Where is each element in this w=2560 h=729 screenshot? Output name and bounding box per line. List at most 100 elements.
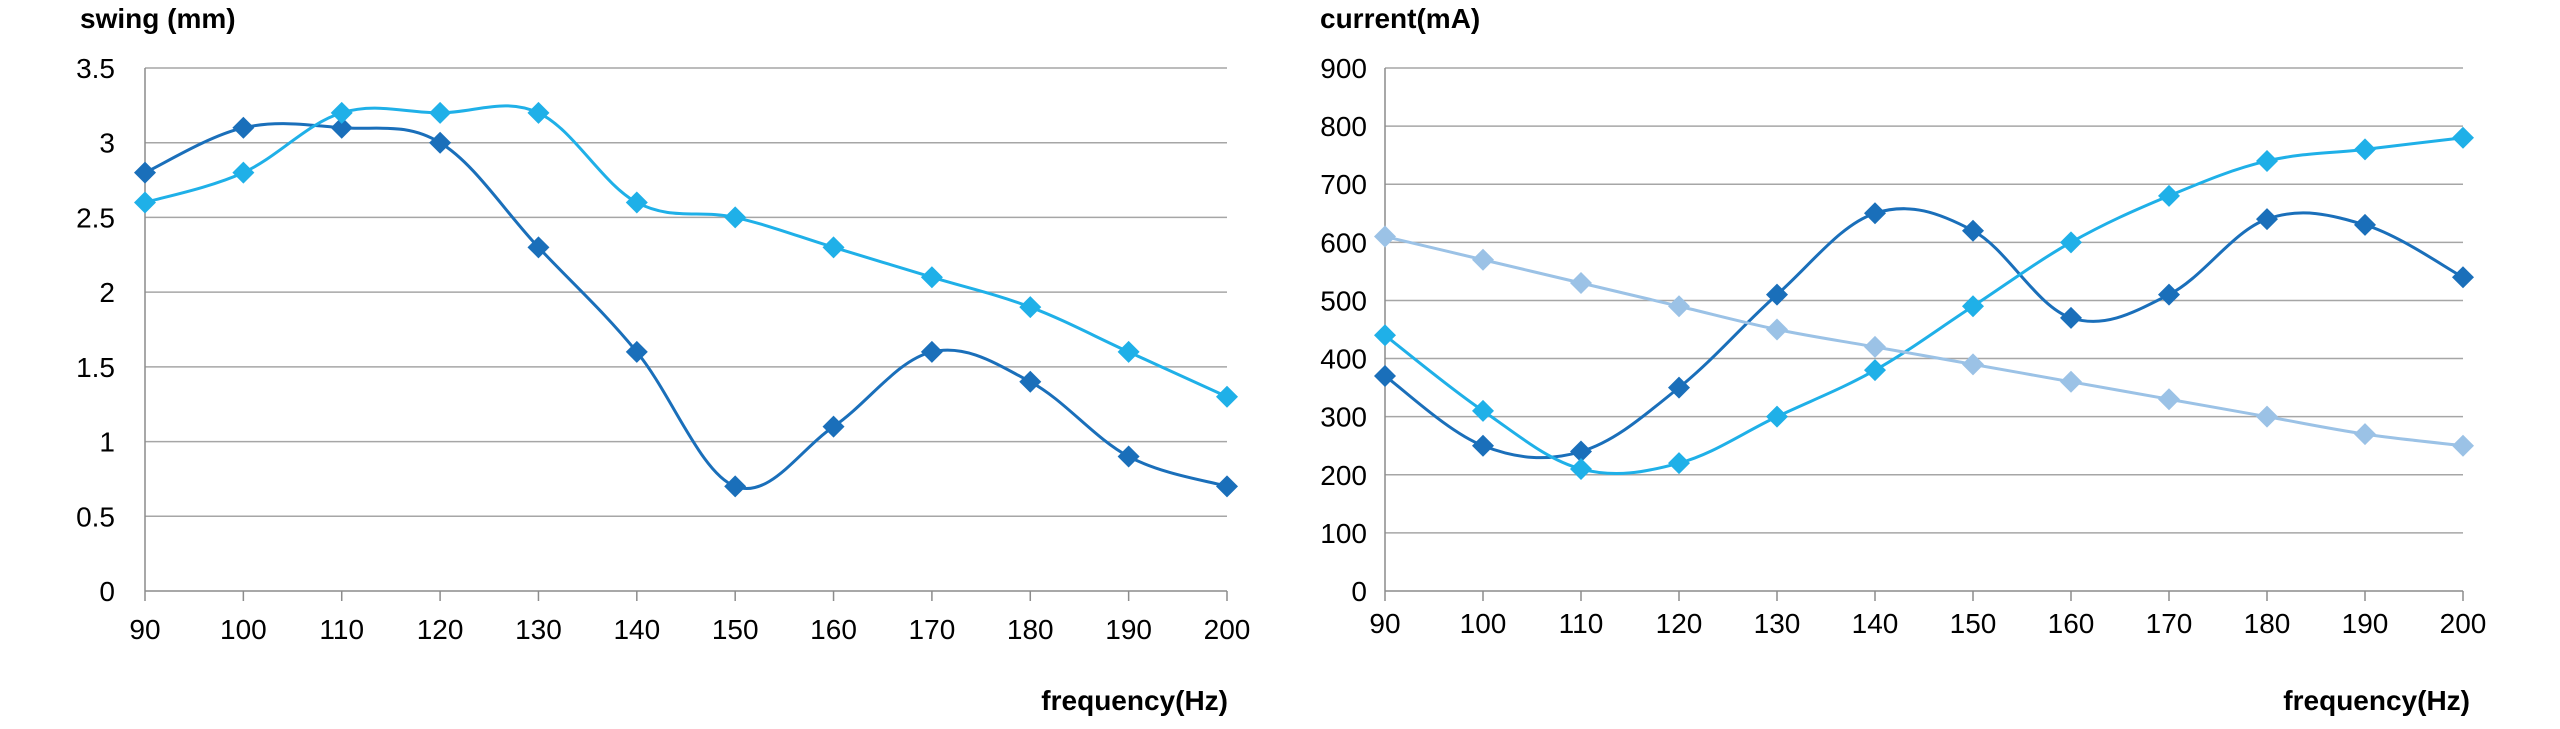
series-1-point: [232, 116, 255, 139]
series-2-point: [1766, 405, 1788, 428]
series-1-point: [2452, 266, 2474, 289]
series-3-line: [1384, 235, 2464, 448]
swing-chart-svg: 0 0.5 1 1.5 2 2.5 3 3.5 90 100 110 120 130 140 150 160 1…: [76, 3, 1251, 716]
series-3-point: [1472, 248, 1494, 271]
x-tick-label: 90: [129, 614, 160, 645]
x-tick-label: 150: [1950, 608, 1997, 639]
series-3-point: [1962, 353, 1984, 376]
x-tick-label: 110: [319, 614, 364, 645]
series-2-point: [920, 266, 943, 289]
series-1-point: [1962, 219, 1984, 242]
y-tick-label: 800: [1320, 111, 1367, 142]
series-3-point: [2354, 423, 2376, 446]
series-1-point: [2060, 306, 2082, 329]
series-2-point: [1668, 452, 1690, 475]
y-tick-label: 0: [1351, 576, 1367, 607]
x-tick-label: 200: [1204, 614, 1251, 645]
series-2-point: [1864, 359, 1886, 382]
x-tick-label: 100: [1460, 608, 1507, 639]
x-tick-label: 110: [1559, 608, 1604, 639]
y-tick-label: 3: [99, 128, 115, 159]
x-tick-label: 90: [1369, 608, 1400, 639]
series-1-point: [625, 340, 648, 363]
series-2-point: [1374, 324, 1396, 347]
series-2-point: [822, 236, 845, 259]
series-2-point: [1472, 399, 1494, 422]
series-1-point: [1668, 376, 1690, 399]
y-tick-label: 200: [1320, 460, 1367, 491]
series-2-point: [1216, 385, 1238, 408]
x-tick-label: 150: [712, 614, 759, 645]
current-chart-svg: 0 100 200 300 400 500 600 700 800 900 90 100 110 120 1…: [1320, 3, 2486, 716]
series-3-point: [1570, 272, 1592, 295]
series-1-point: [1766, 283, 1788, 306]
series-1-line: [1384, 207, 2464, 460]
y-tick-label: 400: [1320, 344, 1367, 375]
x-tick-label: 130: [515, 614, 562, 645]
series-1-point: [2354, 213, 2376, 236]
series-1-point: [1374, 364, 1396, 387]
y-tick-label: 100: [1320, 518, 1367, 549]
series-2-point: [527, 101, 550, 124]
x-tick-label: 100: [220, 614, 267, 645]
y-tick-label: 0: [99, 576, 115, 607]
current-chart: 0 100 200 300 400 500 600 700 800 900 90 100 110 120 1…: [1270, 0, 2560, 729]
series-1-point: [1117, 445, 1140, 468]
swing-chart: 0 0.5 1 1.5 2 2.5 3 3.5 90 100 110 120 130 140 150 160 1…: [0, 0, 1270, 729]
series-1-point: [1864, 202, 1886, 225]
series-2-line: [144, 104, 1228, 399]
series-3-point: [1668, 295, 1690, 318]
series-1-point: [2158, 283, 2180, 306]
series-2-point: [2060, 231, 2082, 254]
series-1-point: [429, 131, 452, 154]
x-tick-label: 190: [1105, 614, 1152, 645]
x-tick-label: 120: [417, 614, 464, 645]
x-tick-label: 120: [1656, 608, 1703, 639]
series-2-point: [2256, 149, 2278, 172]
x-axis-title: frequency(Hz): [1041, 685, 1228, 716]
y-tick-label: 0.5: [76, 501, 115, 532]
series-2-point: [330, 101, 353, 124]
x-tick-label: 160: [2048, 608, 2095, 639]
y-tick-label: 900: [1320, 53, 1367, 84]
y-tick-label: 500: [1320, 285, 1367, 316]
x-tick-label: 130: [1754, 608, 1801, 639]
series-3-point: [2158, 388, 2180, 411]
y-tick-label: 1: [99, 427, 115, 458]
series-2-point: [2452, 126, 2474, 149]
series-2-point: [1962, 295, 1984, 318]
series-1-point: [134, 161, 156, 184]
series-3-point: [1374, 225, 1396, 248]
series-3-point: [2256, 405, 2278, 428]
x-tick-label: 190: [2342, 608, 2389, 639]
series-1-point: [527, 236, 550, 259]
x-axis-title: frequency(Hz): [2283, 685, 2470, 716]
series-1-point: [1472, 434, 1494, 457]
x-tick-label: 140: [613, 614, 660, 645]
x-tick-label: 180: [1007, 614, 1054, 645]
x-tick-label: 170: [2146, 608, 2193, 639]
series-3-point: [1864, 335, 1886, 358]
x-tick-label: 160: [810, 614, 857, 645]
series-1-point: [2256, 208, 2278, 231]
series-2-point: [1117, 340, 1140, 363]
series-1-point: [920, 340, 943, 363]
series-1-point: [1570, 440, 1592, 463]
series-2-point: [134, 191, 156, 214]
series-3-point: [2060, 370, 2082, 393]
y-tick-label: 1.5: [76, 352, 115, 383]
series-1-line: [144, 122, 1228, 490]
series-2-point: [2158, 184, 2180, 207]
series-1-point: [1019, 370, 1042, 393]
y-tick-label: 700: [1320, 169, 1367, 200]
series-2-point: [1570, 457, 1592, 480]
series-3-point: [1766, 318, 1788, 341]
series-2-point: [2354, 138, 2376, 161]
y-axis-title: current(mA): [1320, 3, 1480, 34]
series-2-point: [625, 191, 648, 214]
series-2-point: [429, 101, 452, 124]
x-tick-label: 140: [1852, 608, 1899, 639]
y-tick-label: 300: [1320, 402, 1367, 433]
y-axis-title: swing (mm): [80, 3, 236, 34]
y-tick-label: 2.5: [76, 202, 115, 233]
